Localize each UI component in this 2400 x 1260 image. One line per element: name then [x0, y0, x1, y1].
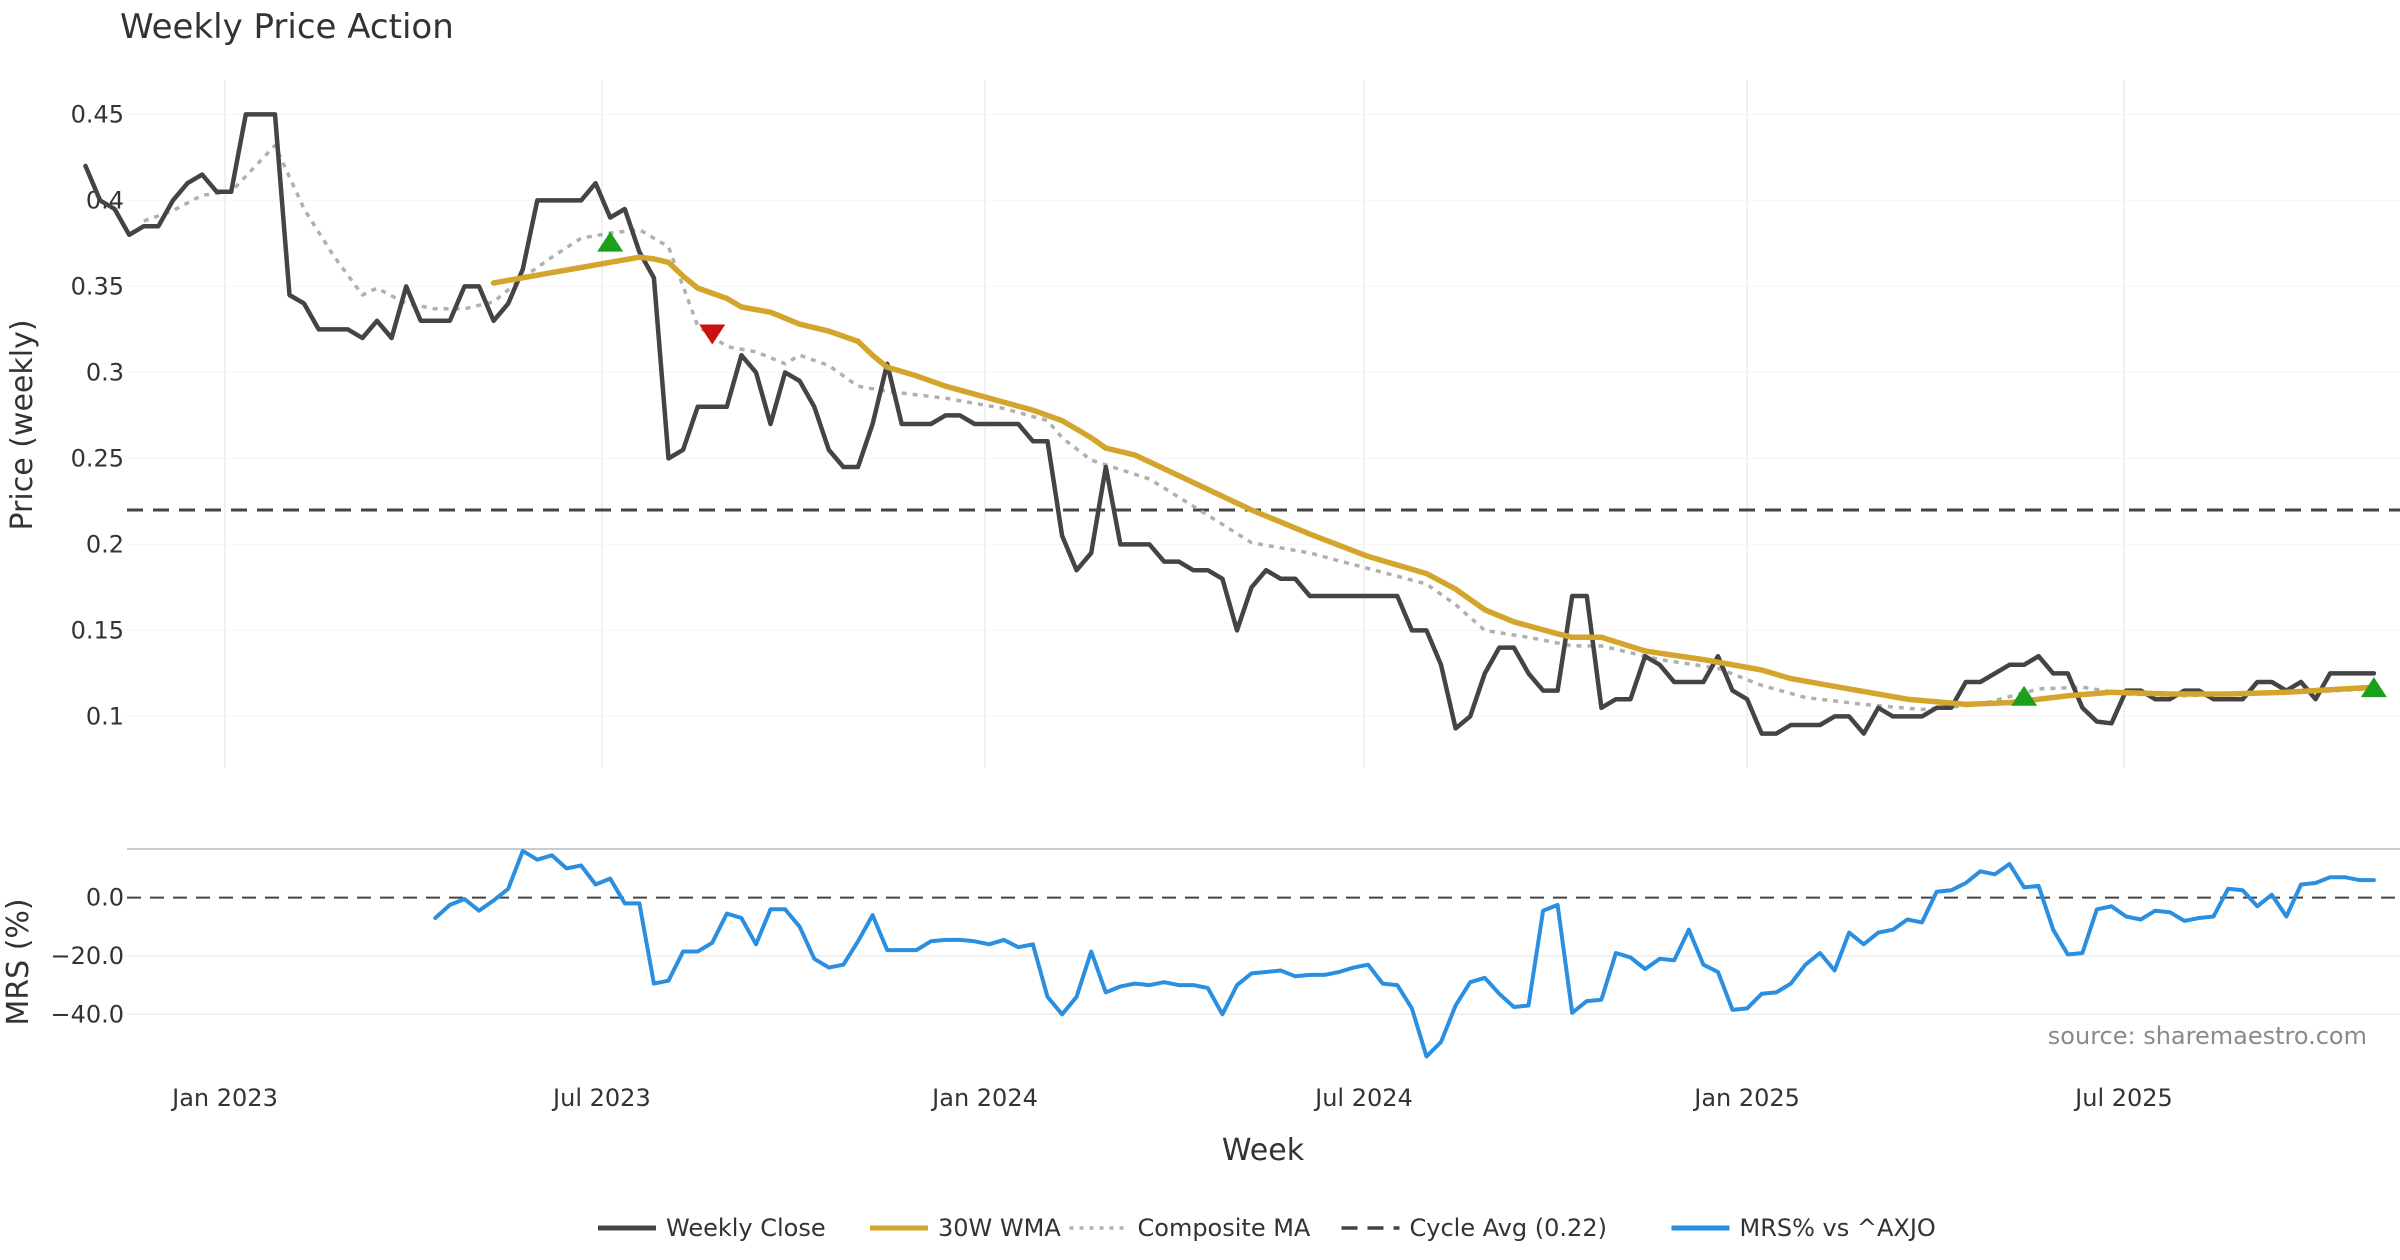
buy-signal-marker	[2360, 677, 2387, 698]
legend-label: MRS% vs ^AXJO	[1740, 1214, 1936, 1242]
legend-item: Weekly Close	[598, 1214, 826, 1242]
x-tick-label: Jan 2025	[1692, 1084, 1800, 1112]
mrs-y-tick-label: −40.0	[50, 1000, 124, 1028]
price-y-tick-label: 0.35	[71, 272, 124, 300]
legend: Weekly Close 30W WMA Composite MA Cycle Avg…	[598, 1214, 1936, 1242]
wma-30w-line	[490, 254, 2377, 708]
x-axis-label: Week	[1222, 1133, 1305, 1168]
source-attribution: source: sharemaestro.com	[2048, 1022, 2367, 1050]
grid-layer	[127, 80, 2400, 768]
price-y-tick-label: 0.3	[86, 358, 124, 386]
x-tick-label: Jul 2025	[2073, 1084, 2173, 1112]
price-y-axis-label: Price (weekly)	[5, 319, 40, 530]
mrs-y-tick-label: 0.0	[86, 884, 124, 912]
price-y-tick-label: 0.1	[86, 702, 124, 730]
buy-signal-marker	[597, 231, 624, 252]
x-axis: Jan 2023 Jul 2023 Jan 2024 Jul 2024 Jan 2025…	[170, 1084, 2173, 1112]
legend-item: 30W WMA	[870, 1214, 1061, 1242]
legend-label: Cycle Avg (0.22)	[1410, 1214, 1607, 1242]
composite-ma-line	[143, 143, 2374, 712]
weekly-close-line	[83, 112, 2377, 736]
x-tick-label: Jan 2024	[930, 1084, 1038, 1112]
x-tick-label: Jan 2023	[170, 1084, 278, 1112]
legend-label: 30W WMA	[938, 1214, 1061, 1242]
legend-label: Composite MA	[1138, 1214, 1311, 1242]
legend-item: MRS% vs ^AXJO	[1671, 1214, 1936, 1242]
mrs-y-axis-label: MRS (%)	[1, 898, 36, 1025]
x-tick-label: Jul 2024	[1313, 1084, 1413, 1112]
sell-signal-marker	[699, 324, 726, 345]
price-y-tick-label: 0.2	[86, 530, 124, 558]
legend-label: Weekly Close	[666, 1214, 826, 1242]
legend-item: Cycle Avg (0.22)	[1341, 1214, 1607, 1242]
buy-signal-marker	[2011, 685, 2038, 706]
mrs-y-tick-label: −20.0	[50, 942, 124, 970]
mrs-panel: 0.0 −20.0 −40.0	[50, 848, 2400, 1059]
price-y-tick-label: 0.25	[71, 444, 124, 472]
chart-title: Weekly Price Action	[120, 7, 454, 47]
x-tick-label: Jul 2023	[551, 1084, 651, 1112]
price-y-tick-label: 0.45	[71, 100, 124, 128]
price-panel: 0.45 0.4 0.35 0.3 0.25 0.2 0.15 0.1	[71, 100, 2400, 736]
legend-item: Composite MA	[1069, 1214, 1311, 1242]
price-y-tick-label: 0.15	[71, 616, 124, 644]
mrs-line	[433, 848, 2376, 1059]
price-y-tick-label: 0.4	[86, 186, 124, 214]
